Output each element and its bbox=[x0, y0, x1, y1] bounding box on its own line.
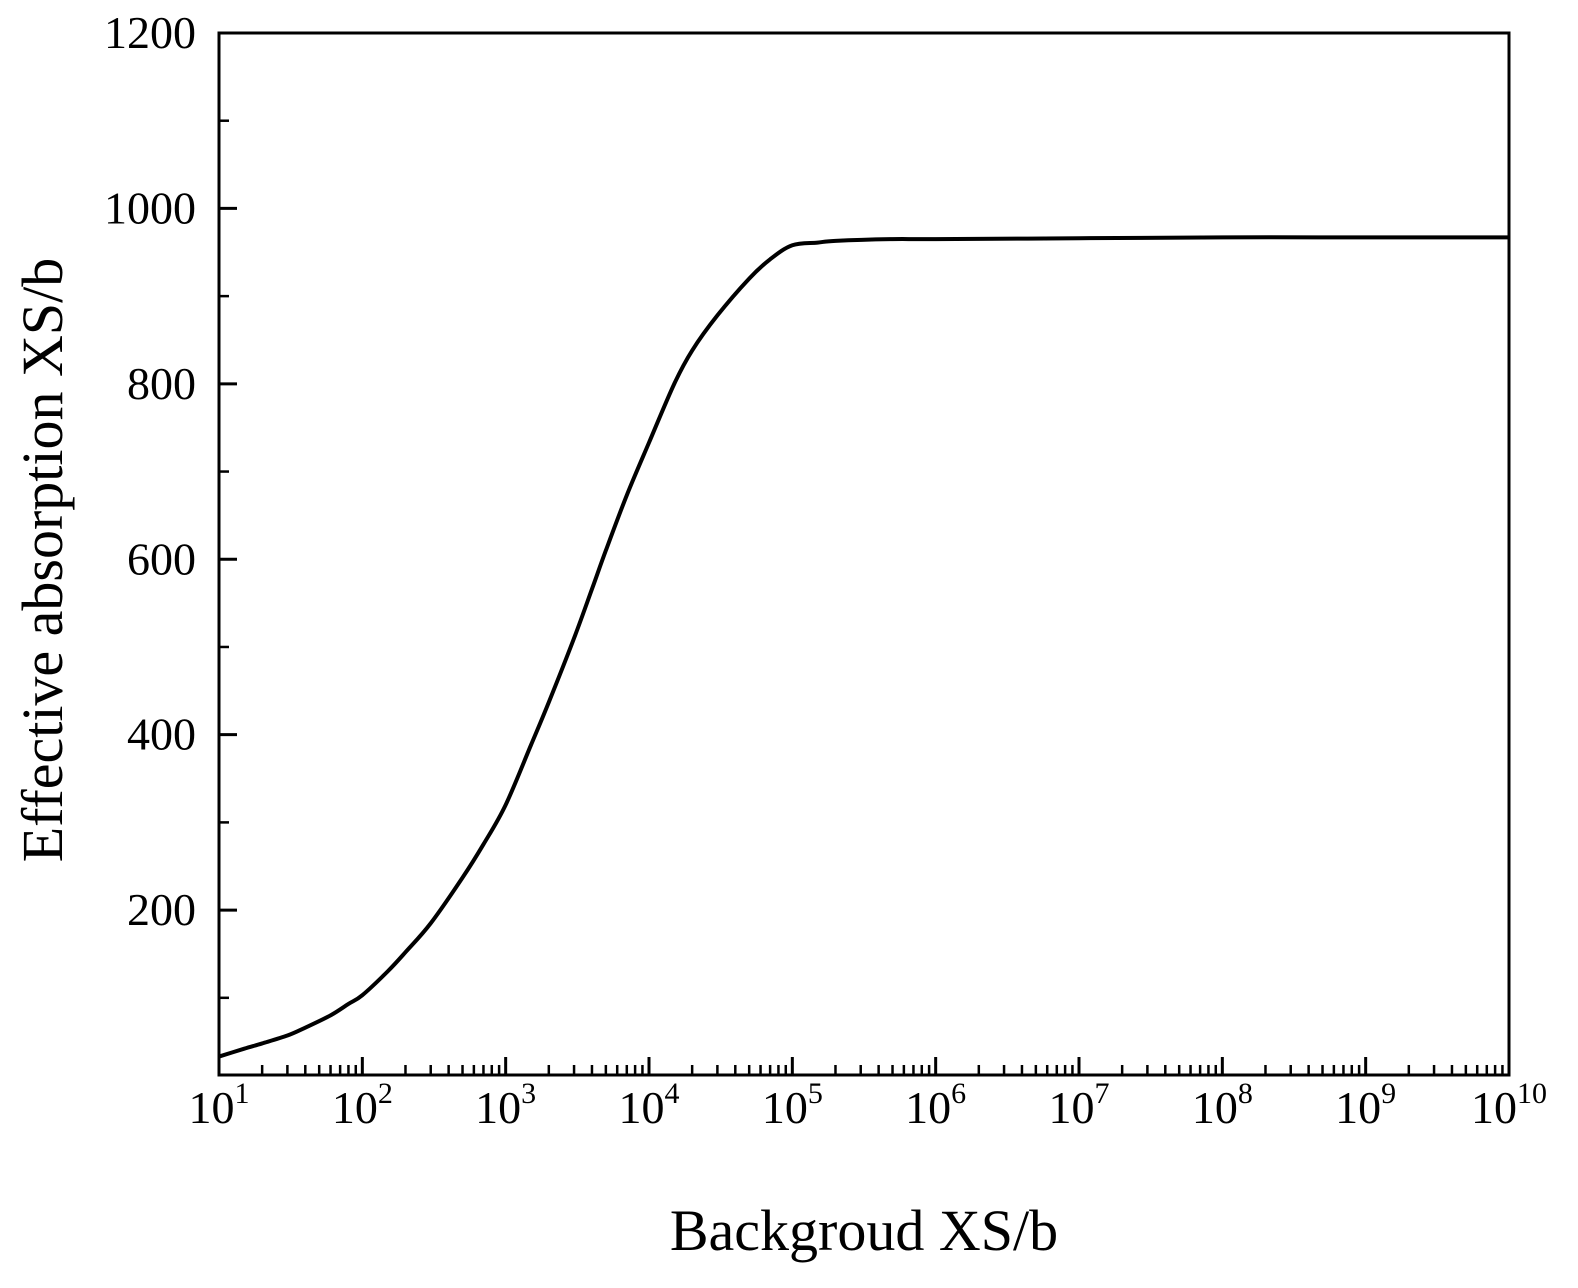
plot-frame bbox=[217, 31, 1511, 1077]
y-tick-labels: 200 400 600 800 1000 1200 bbox=[104, 7, 196, 935]
x-tick-label: 109 bbox=[1335, 1077, 1396, 1133]
minor-ticks bbox=[219, 119, 1504, 1075]
y-tick-label: 200 bbox=[127, 884, 196, 935]
x-tick-label: 103 bbox=[475, 1077, 536, 1133]
series-layer bbox=[218, 235, 1509, 1059]
y-tick-label: 600 bbox=[127, 533, 196, 584]
y-tick-label: 1200 bbox=[104, 7, 196, 58]
x-tick-label: 104 bbox=[619, 1077, 680, 1133]
x-tick-label: 106 bbox=[905, 1077, 966, 1133]
x-axis-label: Backgroud XS/b bbox=[670, 1198, 1058, 1263]
x-tick-label: 101 bbox=[189, 1077, 250, 1133]
x-tick-label: 107 bbox=[1049, 1077, 1110, 1133]
y-axis-label: Effective absorption XS/b bbox=[10, 258, 75, 863]
y-tick-label: 800 bbox=[127, 358, 196, 409]
x-tick-label: 105 bbox=[762, 1077, 823, 1133]
major-ticks bbox=[217, 31, 1511, 1075]
x-tick-label: 102 bbox=[332, 1077, 393, 1133]
x-tick-label: 108 bbox=[1192, 1077, 1253, 1133]
y-tick-label: 400 bbox=[127, 709, 196, 760]
x-tick-labels: 101 102 103 104 105 106 107 108 109 1010 bbox=[189, 1077, 1548, 1133]
x-tick-label: 1010 bbox=[1471, 1077, 1547, 1133]
y-tick-label: 1000 bbox=[104, 182, 196, 233]
series-line bbox=[218, 235, 1509, 1059]
